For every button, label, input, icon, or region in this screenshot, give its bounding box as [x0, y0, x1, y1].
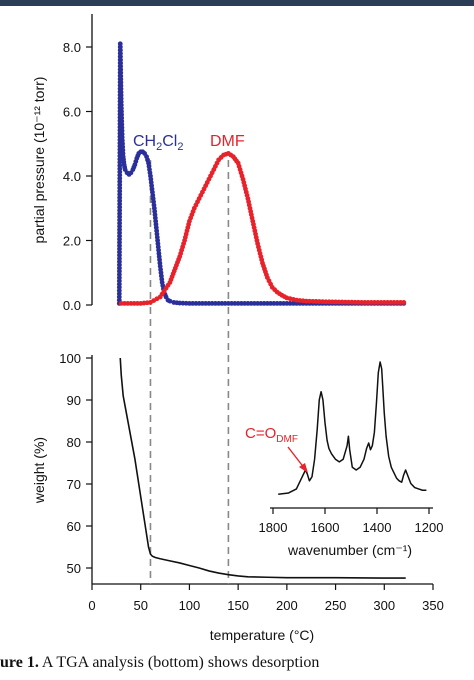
figure-top-border	[0, 0, 474, 6]
ir-spectrum-inset: 1800 1600 1400 1200 wavenumber (cm⁻¹) C=ODM…	[245, 361, 444, 558]
bottom-y-tick-label: 90	[67, 393, 81, 408]
ir-spectrum-line	[278, 361, 427, 496]
inset-x-tick-label: 1200	[415, 520, 444, 535]
top-y-tick-label: 4.0	[63, 169, 81, 184]
dmf-label: DMF	[210, 133, 245, 150]
bottom-y-tick-label: 80	[67, 435, 81, 450]
partial-pressure-panel: 0.0 2.0 4.0 6.0 8.0 partial pressure (10⁻¹² …	[31, 14, 407, 313]
inset-x-tick-label: 1800	[259, 520, 288, 535]
data-point-dmf	[401, 300, 407, 305]
bottom-x-tick-label: 200	[276, 598, 298, 613]
top-y-tick-label: 0.0	[63, 298, 81, 313]
caption-label: ure 1.	[0, 654, 39, 671]
bottom-x-tick-label: 150	[227, 598, 249, 613]
bottom-x-tick-label: 300	[373, 598, 395, 613]
bottom-x-tick-label: 350	[422, 598, 444, 613]
data-point-ch2cl2	[167, 298, 173, 304]
ch2cl2-label: CH2Cl2	[133, 133, 183, 153]
bottom-x-axis-label: temperature (°C)	[210, 627, 314, 643]
bottom-y-tick-label: 70	[67, 477, 81, 492]
inset-x-tick-label: 1400	[363, 520, 392, 535]
co-dmf-annotation: C=ODMF	[245, 425, 298, 445]
weight-curve	[119, 357, 406, 579]
inset-x-axis-label: wavenumber (cm⁻¹)	[287, 542, 412, 558]
top-y-tick-label: 8.0	[63, 40, 81, 55]
bottom-y-tick-label: 60	[67, 519, 81, 534]
bottom-y-tick-label: 50	[67, 561, 81, 576]
bottom-y-tick-label: 100	[59, 351, 81, 366]
bottom-x-tick-label: 50	[133, 598, 147, 613]
inset-x-tick-label: 1600	[311, 520, 340, 535]
bottom-x-tick-label: 100	[179, 598, 201, 613]
bottom-x-tick-label: 250	[325, 598, 347, 613]
top-y-tick-label: 6.0	[63, 105, 81, 120]
caption-text: A TGA analysis (bottom) shows desorption	[38, 654, 320, 671]
figure-caption: ure 1. A TGA analysis (bottom) shows des…	[0, 654, 474, 680]
bottom-x-tick-label: 0	[88, 598, 95, 613]
annotation-arrowhead	[299, 463, 308, 473]
bottom-y-axis-label: weight (%)	[31, 437, 47, 504]
top-y-axis-label: partial pressure (10⁻¹² torr)	[31, 77, 47, 244]
weight-panel: 50 60 70 80 90 100 0 50 100 150 200 250 300 350 weig…	[31, 307, 444, 643]
top-y-tick-label: 2.0	[63, 234, 81, 249]
